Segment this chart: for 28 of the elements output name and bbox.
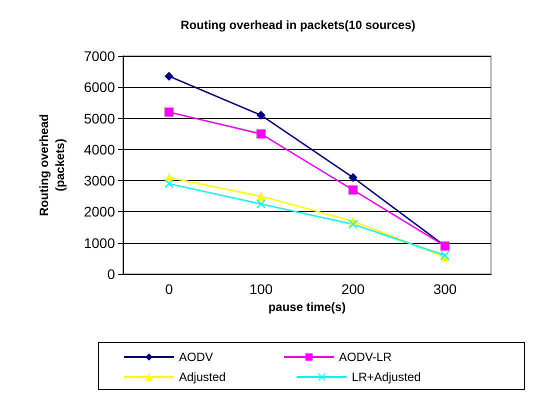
legend-label: AODV	[179, 350, 214, 364]
legend-label: Adjusted	[179, 370, 226, 384]
x-tick-label: 200	[341, 281, 365, 297]
point	[256, 110, 266, 120]
point	[164, 179, 174, 188]
x-tick-label: 300	[433, 281, 457, 297]
x-tick-label: 100	[249, 281, 273, 297]
x-tick-label: 0	[165, 281, 174, 297]
legend-label: AODV-LR	[339, 350, 392, 364]
point	[348, 220, 358, 229]
x-axis-title: pause time(s)	[268, 300, 346, 314]
y-tick-label: 6000	[84, 79, 116, 96]
y-tick-label: 4000	[84, 141, 116, 158]
point	[164, 108, 174, 117]
point	[348, 185, 358, 194]
y-tick-label: 0	[107, 266, 116, 282]
y-tick-label: 7000	[84, 48, 116, 64]
point	[164, 72, 174, 81]
point	[256, 192, 266, 201]
chart-title: Routing overhead in packets(10 sources)	[180, 18, 416, 32]
y-tick-label: 3000	[84, 172, 116, 189]
legend-label: LR+Adjusted	[352, 370, 421, 384]
y-tick-label: 1000	[84, 234, 116, 251]
y-tick-label: 5000	[84, 110, 116, 126]
point	[348, 172, 358, 182]
y-axis-title: Routing overhead (packets)	[37, 114, 67, 216]
y-tick-label: 2000	[84, 204, 116, 220]
point	[256, 129, 266, 138]
